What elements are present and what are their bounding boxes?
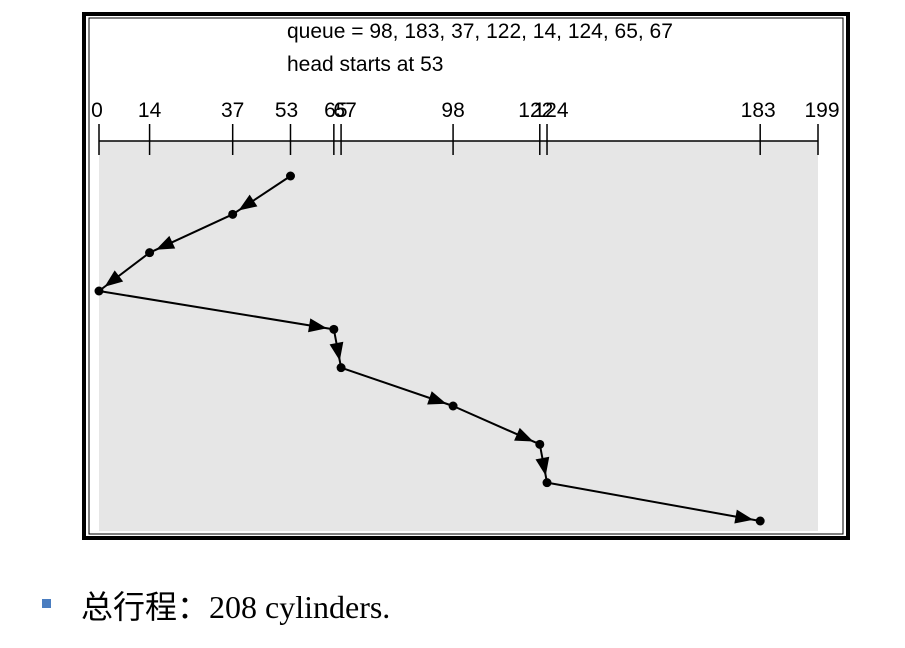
axis-tick-label: 124 <box>533 99 568 122</box>
seek-point <box>755 516 765 526</box>
arrowhead-icon <box>104 270 124 287</box>
axis-tick-label: 199 <box>804 99 839 122</box>
plot-panel <box>99 141 818 531</box>
seek-point <box>542 478 552 488</box>
caption: 总行程：208 cylinders. <box>42 582 390 628</box>
seek-point <box>145 248 155 258</box>
seek-point <box>94 286 104 296</box>
arrowhead-icon <box>329 341 344 361</box>
arrowhead-icon <box>427 391 447 405</box>
arrowhead-icon <box>308 318 327 333</box>
axis-tick-label: 65 <box>324 99 347 122</box>
seek-point <box>336 363 346 373</box>
arrowhead-icon <box>155 235 176 250</box>
axis-tick-label: 37 <box>221 99 244 122</box>
head-movement-diagram: queue = 98, 183, 37, 122, 14, 124, 65, 6… <box>82 12 850 540</box>
axis-tick-label: 183 <box>741 99 776 122</box>
seek-segment <box>546 481 761 522</box>
arrowhead-icon <box>514 427 534 442</box>
seek-point <box>448 401 458 411</box>
axis-tick-label: 122 <box>518 99 553 122</box>
axis-tick-label: 98 <box>441 99 464 122</box>
axis-tick-label: 14 <box>138 99 162 122</box>
seek-path <box>98 175 761 524</box>
seek-point <box>535 439 545 449</box>
caption-text: 总行程：208 cylinders. <box>81 589 391 625</box>
axis-tick-label: 53 <box>275 99 298 122</box>
head-start-text: head starts at 53 <box>287 53 443 76</box>
diagram-inner-frame <box>88 17 844 535</box>
seek-segment <box>98 290 335 331</box>
queue-text: queue = 98, 183, 37, 122, 14, 124, 65, 6… <box>287 20 673 43</box>
seek-point <box>228 209 238 219</box>
arrowhead-icon <box>734 509 754 524</box>
seek-points <box>94 171 765 526</box>
seek-point <box>329 324 339 334</box>
axis-tick-label: 0 <box>91 99 103 122</box>
axis-tick-label: 67 <box>333 99 356 122</box>
seek-point <box>285 171 295 181</box>
arrowhead-icon <box>238 194 258 211</box>
arrowhead-icon <box>535 456 550 476</box>
bullet-icon <box>42 598 51 608</box>
